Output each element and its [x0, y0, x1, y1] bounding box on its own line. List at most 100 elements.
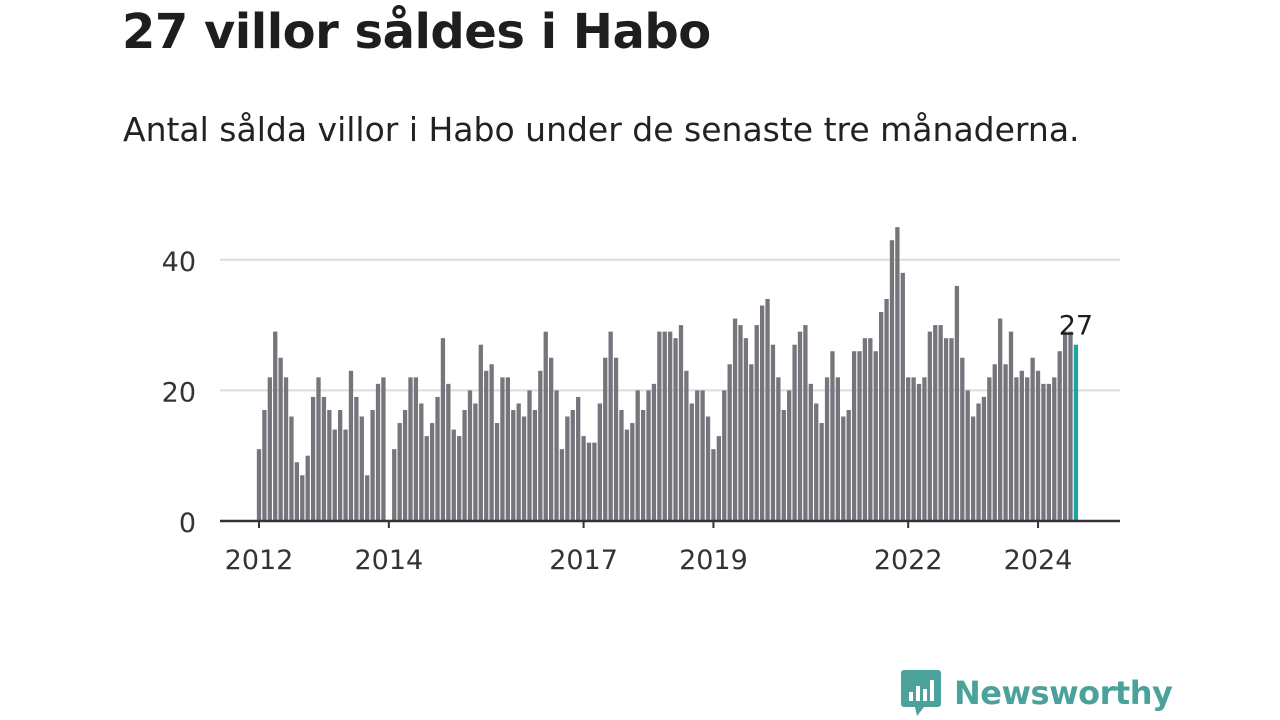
- bar: [873, 351, 878, 521]
- bar: [273, 331, 278, 521]
- bar: [1068, 331, 1073, 521]
- bar: [1030, 357, 1035, 521]
- bar: [1062, 331, 1068, 521]
- bar: [943, 338, 949, 521]
- bar: [1008, 331, 1014, 521]
- bar: [375, 383, 381, 521]
- bar: [754, 325, 759, 521]
- bar: [808, 383, 813, 521]
- bar: [494, 423, 500, 521]
- bar: [884, 298, 889, 521]
- bar: [846, 409, 851, 521]
- bar: [819, 423, 824, 521]
- bar: [516, 403, 521, 521]
- x-tick-label-2019: 2019: [679, 545, 748, 576]
- bar: [965, 390, 970, 521]
- bar: [797, 331, 803, 521]
- bar: [911, 377, 916, 521]
- x-tick-label-2014: 2014: [354, 545, 423, 576]
- bar: [489, 364, 494, 521]
- bar: [635, 390, 640, 521]
- bar: [576, 396, 581, 521]
- bar: [765, 298, 770, 521]
- bar: [424, 436, 429, 521]
- bar: [781, 409, 786, 521]
- bar: [597, 403, 602, 521]
- bar: [732, 318, 738, 521]
- bar: [722, 390, 727, 521]
- bar: [446, 383, 451, 521]
- bar: [500, 377, 505, 521]
- brand-logo: Newsworthy: [900, 668, 1173, 718]
- bar: [478, 344, 483, 521]
- bar: [419, 403, 424, 521]
- bar: [310, 396, 316, 521]
- bar: [511, 409, 516, 521]
- bar: [613, 357, 619, 521]
- bar: [630, 423, 635, 521]
- highlight-value-label: 27: [1059, 311, 1093, 342]
- bar: [803, 325, 808, 521]
- bars: [256, 227, 1079, 521]
- bar: [370, 409, 375, 521]
- bar: [624, 429, 630, 521]
- bar: [451, 429, 456, 521]
- bar: [727, 364, 732, 521]
- bar: [933, 325, 938, 521]
- bar: [716, 436, 721, 521]
- bar: [711, 449, 716, 521]
- bar-highlight: [1073, 344, 1079, 521]
- bar: [608, 331, 613, 521]
- bar: [868, 338, 873, 521]
- bar: [457, 436, 462, 521]
- bar: [408, 377, 413, 521]
- bar: [619, 409, 624, 521]
- bar: [505, 377, 511, 521]
- bar: [548, 357, 554, 521]
- bar: [998, 318, 1003, 521]
- bar: [559, 449, 565, 521]
- bar: [1035, 370, 1041, 521]
- bar: [976, 403, 981, 521]
- bar: [305, 455, 310, 521]
- annotations: 27: [1059, 311, 1093, 342]
- bar: [992, 364, 997, 521]
- bar: [895, 227, 900, 521]
- bar: [554, 390, 559, 521]
- bar: [484, 370, 489, 521]
- bar: [440, 338, 446, 521]
- bar: [668, 331, 673, 521]
- x-tick-label-2022: 2022: [874, 545, 943, 576]
- bar: [267, 377, 272, 521]
- bar: [970, 416, 976, 521]
- bar: [960, 357, 965, 521]
- bar: [392, 449, 397, 521]
- bar-chart-speech-bubble-icon: [901, 670, 941, 716]
- bar: [651, 383, 657, 521]
- y-axis-ticks: 0 20 40: [162, 247, 196, 539]
- bar: [695, 390, 700, 521]
- brand-name: Newsworthy: [954, 674, 1173, 712]
- bar: [857, 351, 862, 521]
- bar: [592, 442, 597, 521]
- bar: [300, 475, 305, 521]
- bar: [532, 409, 538, 521]
- bar: [327, 409, 332, 521]
- bar: [792, 344, 797, 521]
- bar: [343, 429, 348, 521]
- bar: [776, 377, 781, 521]
- bar: [640, 409, 646, 521]
- bar: [770, 344, 776, 521]
- bar: [527, 390, 532, 521]
- bar: [1046, 383, 1052, 521]
- bar: [1019, 370, 1024, 521]
- page-title: 27 villor såldes i Habo: [122, 4, 711, 60]
- bar: [787, 390, 792, 521]
- bar: [348, 370, 354, 521]
- bar: [316, 377, 321, 521]
- bar: [294, 462, 300, 521]
- bar: [851, 351, 857, 521]
- bar: [657, 331, 662, 521]
- page-subtitle: Antal sålda villor i Habo under de senas…: [123, 110, 1080, 149]
- bar: [354, 396, 359, 521]
